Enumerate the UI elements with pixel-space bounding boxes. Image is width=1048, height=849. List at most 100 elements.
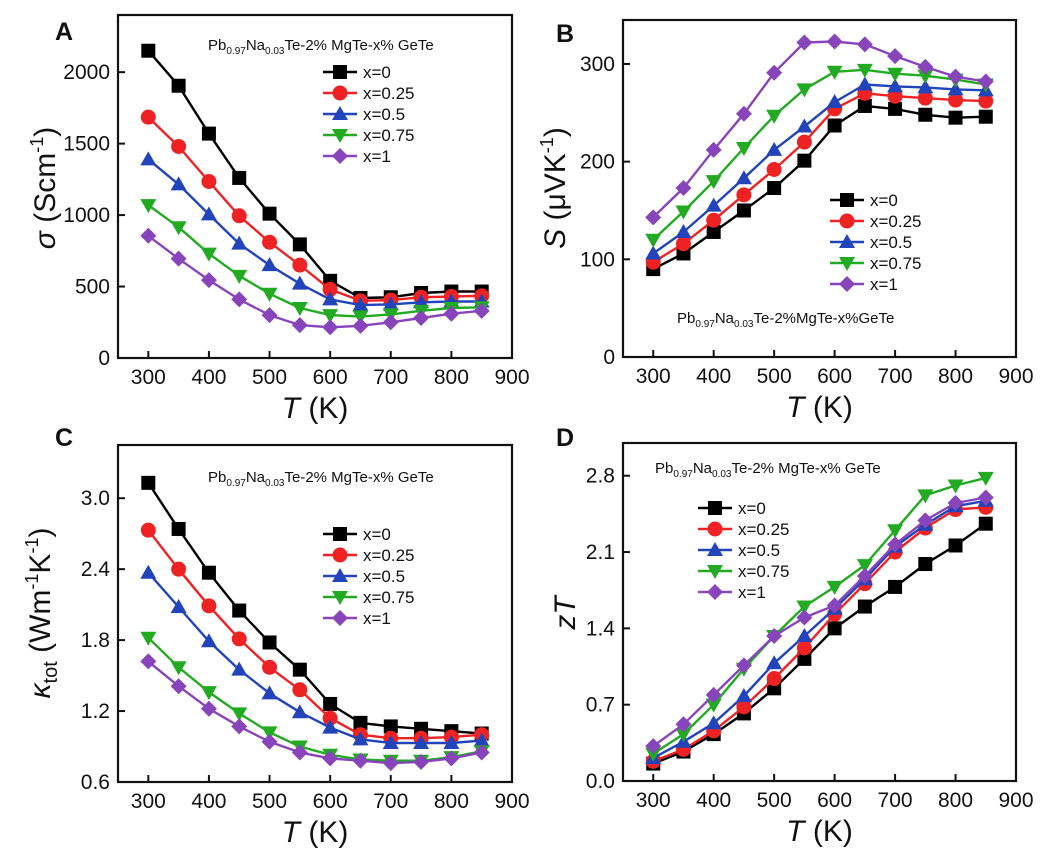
data-point xyxy=(141,43,156,58)
data-point xyxy=(796,640,812,656)
series-x-0_75 xyxy=(645,63,994,248)
x-tick-label: 300 xyxy=(636,365,671,388)
data-point xyxy=(705,715,722,730)
data-point xyxy=(382,314,399,331)
legend-item: x=0 xyxy=(830,191,898,210)
legend-label: x=1 xyxy=(870,275,898,294)
data-point xyxy=(201,565,216,580)
legend-label: x=0.25 xyxy=(870,212,922,231)
legend-label: x=1 xyxy=(363,147,391,166)
data-point xyxy=(201,126,216,141)
data-point xyxy=(675,716,692,733)
series-line xyxy=(652,506,986,763)
data-point xyxy=(857,599,872,614)
data-point xyxy=(231,291,248,308)
data-point xyxy=(443,305,460,322)
legend-item: x=0.75 xyxy=(323,126,415,145)
data-point xyxy=(977,73,994,90)
data-point xyxy=(918,107,933,122)
data-point xyxy=(797,153,812,168)
legend-item: x=0 xyxy=(323,63,391,82)
legend-label: x=0.5 xyxy=(738,541,780,560)
legend-marker xyxy=(707,565,723,579)
legend-label: x=0.25 xyxy=(738,520,790,539)
data-point xyxy=(705,141,722,158)
data-point xyxy=(766,109,783,124)
legend-item: x=0.5 xyxy=(698,541,780,560)
data-point xyxy=(826,94,843,109)
legend-item: x=0.75 xyxy=(830,254,922,273)
x-axis-title: T (K) xyxy=(282,392,349,425)
x-tick-label: 800 xyxy=(434,790,469,813)
legend-marker xyxy=(332,148,348,164)
data-point xyxy=(170,598,187,613)
y-tick-label: 0 xyxy=(603,346,615,369)
data-point xyxy=(645,738,662,755)
series-x-0_5 xyxy=(140,564,490,749)
series-line xyxy=(147,158,482,307)
data-point xyxy=(978,109,993,124)
data-point xyxy=(200,206,217,221)
data-point xyxy=(675,205,692,220)
series-x-1 xyxy=(140,653,490,772)
series-x-0_25 xyxy=(645,85,994,270)
legend: x=0 x=0.25 x=0.5 x=0.75 x=1 xyxy=(323,63,415,166)
data-point xyxy=(735,141,752,156)
legend-label: x=0.5 xyxy=(363,567,405,586)
plot-frame xyxy=(116,13,514,360)
data-point xyxy=(171,138,187,154)
y-tick-label: 0 xyxy=(98,347,110,370)
legend-marker xyxy=(332,547,348,563)
x-tick-label: 500 xyxy=(252,790,287,813)
x-tick-label: 400 xyxy=(191,790,226,813)
data-point xyxy=(322,719,339,734)
data-point xyxy=(140,151,157,166)
data-point xyxy=(856,559,873,574)
data-point xyxy=(322,281,338,297)
data-point xyxy=(443,750,460,767)
data-point xyxy=(352,310,369,325)
series-x-0_25 xyxy=(140,522,490,746)
data-point xyxy=(857,98,872,113)
data-point xyxy=(413,753,430,770)
legend-item: x=1 xyxy=(698,583,766,602)
data-point xyxy=(200,272,217,289)
data-point xyxy=(261,733,278,750)
data-point xyxy=(231,718,248,735)
data-point xyxy=(291,301,308,316)
y-tick-label: 1000 xyxy=(63,204,110,227)
data-point xyxy=(231,269,248,284)
legend-label: x=0.75 xyxy=(738,562,790,581)
data-point xyxy=(887,48,904,65)
data-point xyxy=(231,235,248,250)
data-point xyxy=(675,236,691,252)
data-point xyxy=(200,686,217,701)
data-point xyxy=(645,233,662,248)
legend-item: x=0.5 xyxy=(830,233,912,252)
data-point xyxy=(473,744,490,761)
series-x-0_5 xyxy=(645,76,994,260)
x-tick-label: 300 xyxy=(131,790,166,813)
data-point xyxy=(856,63,873,78)
x-tick-label: 500 xyxy=(252,366,287,389)
series-x-0 xyxy=(141,43,489,305)
data-point xyxy=(171,561,187,577)
x-tick-label: 600 xyxy=(313,790,348,813)
legend-label: x=0 xyxy=(738,499,766,518)
data-point xyxy=(322,750,339,767)
y-axis-title: zT xyxy=(549,594,582,631)
legend-item: x=0.75 xyxy=(323,588,415,607)
data-point xyxy=(291,275,308,290)
data-point xyxy=(706,212,722,228)
data-point xyxy=(473,302,490,319)
data-point xyxy=(232,603,247,618)
series-line xyxy=(147,482,482,735)
data-point xyxy=(947,68,964,85)
panel-d: 300 400 500 600 700 800 900 0.0 0.7 1.4 2.1 2.8 T (K… xyxy=(549,424,1034,848)
data-point xyxy=(171,521,186,536)
x-tick-label: 600 xyxy=(313,366,348,389)
data-point xyxy=(947,479,964,494)
legend-item: x=1 xyxy=(323,147,391,166)
series-x-1 xyxy=(645,489,994,755)
